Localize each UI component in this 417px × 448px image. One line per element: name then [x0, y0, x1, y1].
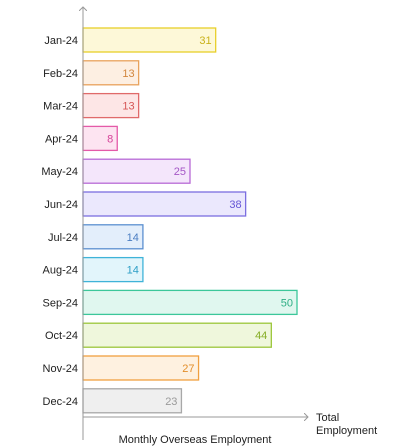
category-label-apr-24: Apr-24 — [45, 133, 78, 145]
bar-may-24 — [82, 158, 191, 184]
category-label-mar-24: Mar-24 — [43, 101, 78, 113]
bar-apr-24 — [82, 125, 118, 152]
bar-oct-24 — [82, 322, 272, 348]
bar-jan-24 — [82, 27, 217, 53]
category-label-oct-24: Oct-24 — [45, 330, 78, 342]
category-label-nov-24: Nov-24 — [43, 363, 78, 375]
category-label-jul-24: Jul-24 — [48, 232, 78, 244]
x-axis-title: Monthly Overseas Employment — [119, 434, 272, 446]
value-label-feb-24: 13 — [122, 68, 134, 80]
value-label-aug-24: 14 — [127, 265, 139, 277]
value-label-apr-24: 8 — [107, 133, 113, 145]
value-label-jul-24: 14 — [127, 232, 139, 244]
value-label-sep-24: 50 — [281, 297, 293, 309]
bars-layer: Jan-24 31 Feb-24 13 Mar-24 13 Apr-24 8 May-24 25 J… — [41, 27, 298, 414]
bar-jul-24 — [82, 224, 144, 250]
category-label-aug-24: Aug-24 — [43, 265, 78, 277]
value-label-jan-24: 31 — [199, 35, 211, 47]
bar-sep-24 — [82, 289, 298, 316]
bar-nov-24 — [82, 355, 200, 381]
category-label-may-24: May-24 — [41, 166, 78, 178]
bar-mar-24 — [82, 92, 140, 119]
value-label-may-24: 25 — [174, 166, 186, 178]
category-label-jun-24: Jun-24 — [44, 199, 78, 211]
value-label-oct-24: 44 — [255, 330, 267, 342]
x-axis-end-label-line2: Employment — [316, 425, 377, 437]
x-axis-end-label-line1: Total — [316, 412, 339, 424]
value-label-jun-24: 38 — [229, 199, 241, 211]
value-label-mar-24: 13 — [122, 101, 134, 113]
bar-dec-24 — [82, 388, 183, 414]
axes-layer: Total Employment Monthly Overseas Employ… — [83, 7, 377, 446]
value-label-dec-24: 23 — [165, 396, 177, 408]
bar-jun-24 — [82, 191, 247, 217]
category-label-sep-24: Sep-24 — [43, 297, 78, 309]
value-label-nov-24: 27 — [182, 363, 194, 375]
category-label-dec-24: Dec-24 — [43, 396, 78, 408]
category-label-jan-24: Jan-24 — [44, 35, 78, 47]
category-label-feb-24: Feb-24 — [43, 68, 78, 80]
